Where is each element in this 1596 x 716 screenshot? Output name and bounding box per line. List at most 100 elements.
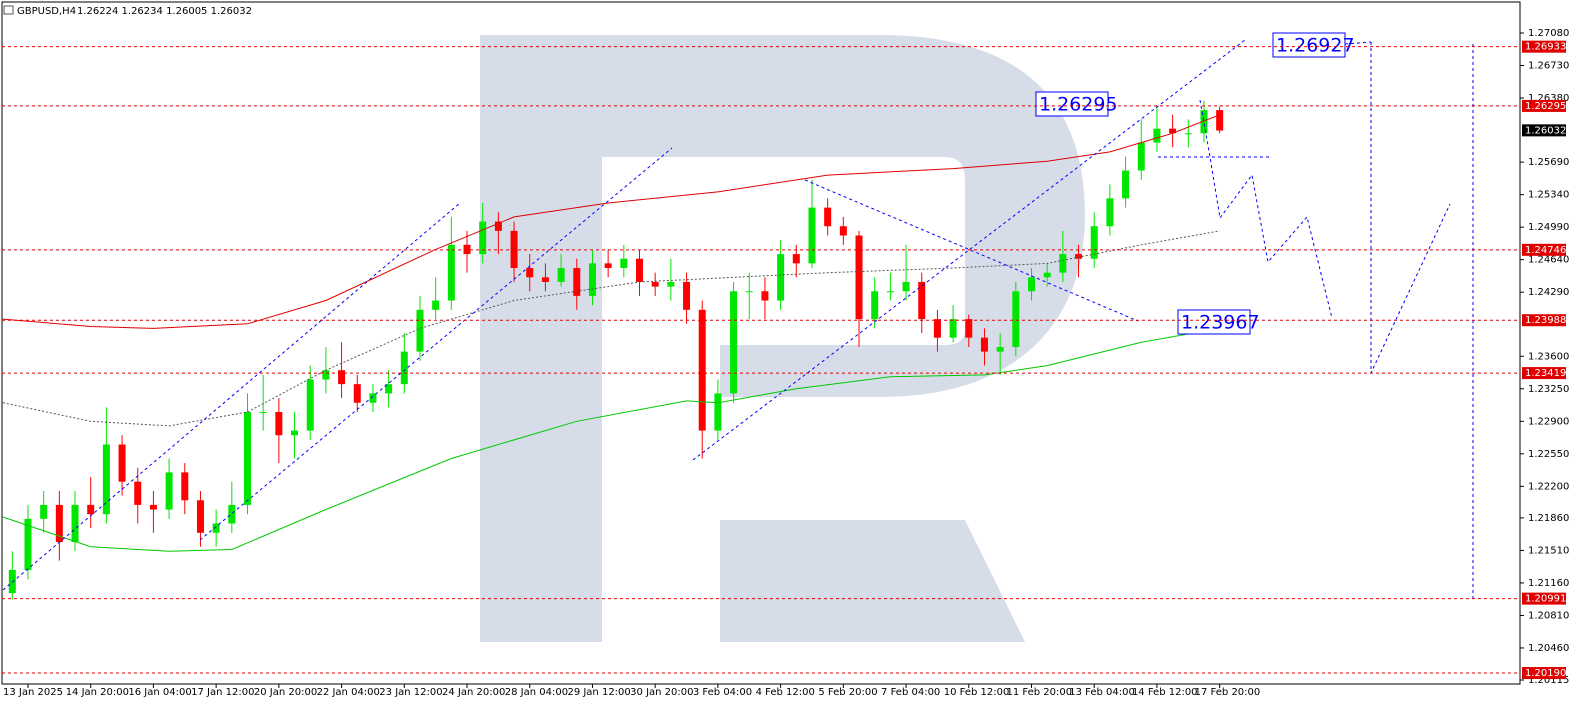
- candle-body: [588, 263, 596, 296]
- candle-body: [306, 379, 314, 431]
- candle-body: [1184, 133, 1192, 135]
- candle-body: [134, 481, 142, 505]
- x-tick-label: 3 Feb 04:00: [693, 687, 752, 698]
- candle-body: [1075, 254, 1083, 259]
- candle-body: [526, 268, 534, 278]
- x-tick-label: 13 Jan 2025: [3, 687, 63, 698]
- level-tag-label: 1.26295: [1525, 101, 1566, 112]
- candle-body: [651, 281, 659, 287]
- candle-body: [447, 244, 455, 301]
- x-tick-label: 23 Jan 12:00: [379, 687, 442, 698]
- candle-body: [1200, 110, 1208, 134]
- candle-body: [541, 277, 549, 282]
- candle-body: [228, 504, 236, 524]
- y-tick-label: 1.27080: [1528, 28, 1569, 39]
- y-tick-label: 1.25340: [1528, 190, 1569, 201]
- candle-body: [573, 268, 581, 296]
- x-tick-label: 4 Feb 12:00: [756, 687, 815, 698]
- candle-body: [667, 281, 675, 287]
- candle-body: [902, 281, 910, 292]
- candle-body: [369, 393, 377, 403]
- annotation: 1.26295: [1039, 94, 1118, 116]
- candle-body: [855, 235, 863, 320]
- candle-body: [683, 281, 691, 310]
- y-tick-label: 1.24990: [1528, 222, 1569, 233]
- level-tag: [1522, 667, 1566, 680]
- candle-body: [871, 291, 879, 320]
- candle-body: [181, 472, 189, 501]
- x-tick-label: 5 Feb 20:00: [818, 687, 877, 698]
- candle-body: [777, 254, 785, 301]
- current-price-tag: [1522, 124, 1566, 137]
- candle-body: [933, 319, 941, 338]
- candle-body: [1106, 198, 1114, 227]
- watermark: [480, 35, 1085, 642]
- candle-body: [196, 500, 204, 533]
- annotation-boxes: 1.26927 1.26295 1.23967: [1035, 32, 1355, 335]
- moving-average: [2, 327, 1220, 552]
- y-tick-label: 1.26380: [1528, 93, 1569, 104]
- candle-body: [1090, 226, 1098, 259]
- candle-body: [385, 384, 393, 394]
- candle-body: [165, 472, 173, 510]
- candle-body: [463, 244, 471, 255]
- candle-body: [40, 504, 48, 519]
- y-tick-label: 1.20115: [1528, 675, 1569, 686]
- candle-body: [996, 346, 1004, 352]
- x-tick-label: 13 Feb 04:00: [1069, 687, 1135, 698]
- level-tag: [1522, 40, 1566, 53]
- candle-body: [636, 258, 643, 282]
- candle-body: [71, 504, 79, 543]
- plot-frame: [1, 1, 1521, 685]
- candle-body: [839, 226, 847, 236]
- y-tick-label: 1.22900: [1528, 416, 1569, 427]
- candle-body: [494, 221, 502, 231]
- candle-body: [275, 412, 283, 436]
- candle-body: [24, 518, 32, 570]
- level-tag: [1522, 367, 1566, 380]
- level-tag: [1522, 314, 1566, 327]
- y-tick-label: 1.20460: [1528, 643, 1569, 654]
- x-tick-label: 28 Jan 04:00: [505, 687, 568, 698]
- candle-body: [918, 281, 926, 320]
- candle-body: [604, 263, 612, 269]
- candle-body: [400, 351, 408, 385]
- candle-body: [730, 291, 738, 394]
- plot-area: [2, 100, 1224, 600]
- moving-average: [2, 230, 1220, 427]
- candle-body: [118, 444, 126, 482]
- x-tick-label: 10 Feb 12:00: [944, 687, 1010, 698]
- candle-body: [886, 291, 894, 293]
- y-tick-label: 1.23250: [1528, 384, 1569, 395]
- y-tick-label: 1.22550: [1528, 449, 1569, 460]
- x-tick-label: 20 Jan 20:00: [254, 687, 317, 698]
- moving-average: [2, 114, 1220, 329]
- candle-body: [212, 523, 220, 533]
- candle-body: [1059, 254, 1067, 273]
- x-tick-label: 29 Jan 12:00: [567, 687, 630, 698]
- y-tick-label: 1.21160: [1528, 578, 1569, 589]
- candle-body: [353, 384, 361, 403]
- candle-body: [965, 319, 973, 338]
- header-values: 1.26224 1.26234 1.26005 1.26032: [77, 6, 252, 17]
- y-tick-label: 1.24640: [1528, 255, 1569, 266]
- annotation: 1.26927: [1276, 35, 1355, 57]
- candle-body: [1137, 142, 1145, 171]
- candle-body: [102, 444, 110, 515]
- y-tick-label: 1.21860: [1528, 513, 1569, 524]
- level-tag: [1522, 243, 1566, 256]
- candle-body: [432, 300, 440, 310]
- y-tick-label: 1.20810: [1528, 610, 1569, 621]
- y-tick-label: 1.23600: [1528, 351, 1569, 362]
- y-tick-label: 1.25690: [1528, 157, 1569, 168]
- x-tick-label: 30 Jan 20:00: [630, 687, 693, 698]
- y-tick-label: 1.21510: [1528, 545, 1569, 556]
- level-tag-label: 1.23988: [1525, 315, 1566, 326]
- candle-body: [949, 319, 957, 338]
- level-tag-label: 1.24746: [1525, 245, 1566, 256]
- level-tag-label: 1.26933: [1525, 42, 1566, 53]
- candle-body: [149, 504, 157, 510]
- y-tick-label: 1.22200: [1528, 481, 1569, 492]
- header-icon: [3, 5, 14, 15]
